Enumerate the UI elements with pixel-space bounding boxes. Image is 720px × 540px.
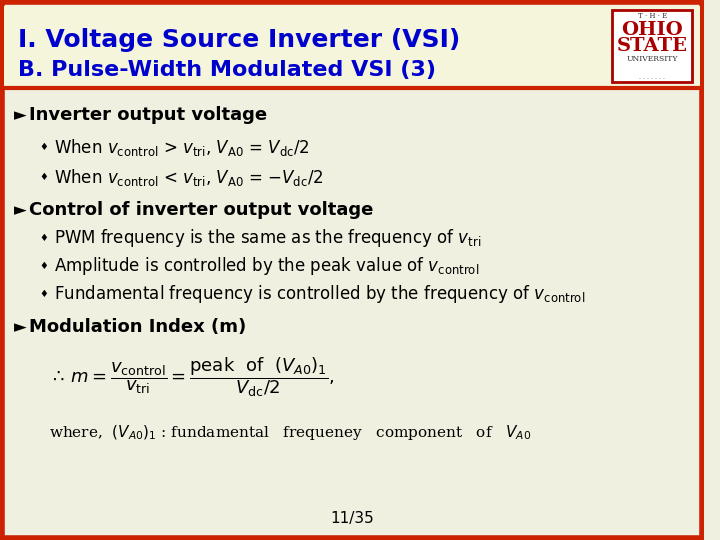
- Text: $\therefore\, m = \dfrac{v_{\mathrm{control}}}{v_{\mathrm{tri}}} = \dfrac{\mathr: $\therefore\, m = \dfrac{v_{\mathrm{cont…: [49, 355, 335, 399]
- Text: ♦: ♦: [39, 261, 48, 271]
- FancyBboxPatch shape: [2, 2, 702, 538]
- Text: 11/35: 11/35: [330, 510, 374, 525]
- Text: ►: ►: [14, 318, 27, 336]
- Text: ♦: ♦: [39, 142, 48, 152]
- FancyBboxPatch shape: [4, 6, 701, 88]
- Text: · · · · · · ·: · · · · · · ·: [639, 77, 665, 82]
- Text: ♦: ♦: [39, 233, 48, 243]
- Text: ♦: ♦: [39, 289, 48, 299]
- Text: ♦: ♦: [39, 172, 48, 182]
- Text: T · H · E: T · H · E: [638, 12, 667, 20]
- Text: ►: ►: [14, 201, 27, 219]
- Text: ►: ►: [14, 106, 27, 124]
- Text: When $v_{\mathrm{control}}$ > $v_{\mathrm{tri}}$, $V_{\mathrm{A0}}$ = $V_{\mathr: When $v_{\mathrm{control}}$ > $v_{\mathr…: [54, 137, 309, 158]
- Text: B. Pulse-Width Modulated VSI (3): B. Pulse-Width Modulated VSI (3): [17, 60, 436, 80]
- Text: UNIVERSITY: UNIVERSITY: [626, 55, 678, 63]
- Text: Fundamental frequency is controlled by the frequency of $v_{\mathrm{control}}$: Fundamental frequency is controlled by t…: [54, 283, 585, 305]
- Text: I. Voltage Source Inverter (VSI): I. Voltage Source Inverter (VSI): [17, 28, 460, 52]
- Text: Inverter output voltage: Inverter output voltage: [30, 106, 267, 124]
- FancyBboxPatch shape: [612, 10, 693, 82]
- Text: STATE: STATE: [617, 37, 688, 55]
- Text: Control of inverter output voltage: Control of inverter output voltage: [30, 201, 374, 219]
- Text: Amplitude is controlled by the peak value of $v_{\mathrm{control}}$: Amplitude is controlled by the peak valu…: [54, 255, 479, 277]
- Text: OHIO: OHIO: [621, 21, 683, 39]
- Text: PWM frequency is the same as the frequency of $v_{\mathrm{tri}}$: PWM frequency is the same as the frequen…: [54, 227, 481, 249]
- Text: When $v_{\mathrm{control}}$ < $v_{\mathrm{tri}}$, $V_{\mathrm{A0}}$ = $-V_{\math: When $v_{\mathrm{control}}$ < $v_{\mathr…: [54, 166, 323, 187]
- Text: where,  $(V_{A0})_1$ : fundamental   frequeney   component   of   $V_{A0}$: where, $(V_{A0})_1$ : fundamental freque…: [49, 422, 531, 442]
- Text: Modulation Index (m): Modulation Index (m): [30, 318, 246, 336]
